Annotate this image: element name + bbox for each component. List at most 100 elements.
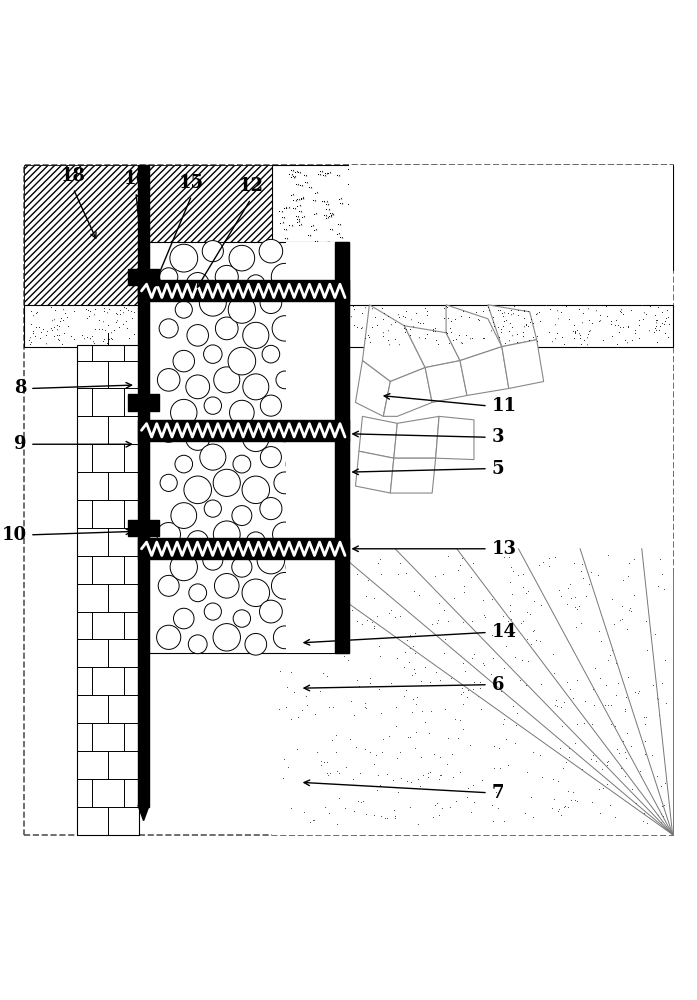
Bar <box>286 242 348 653</box>
Text: 14: 14 <box>491 623 516 641</box>
Text: 11: 11 <box>491 397 516 415</box>
Polygon shape <box>355 451 394 493</box>
Bar <box>77 345 139 835</box>
Circle shape <box>305 583 323 602</box>
Polygon shape <box>404 326 460 368</box>
Circle shape <box>187 325 208 346</box>
Bar <box>272 165 446 270</box>
Circle shape <box>291 404 309 421</box>
Circle shape <box>274 472 296 494</box>
Bar <box>335 242 348 653</box>
Circle shape <box>158 575 179 596</box>
Text: 13: 13 <box>491 540 516 558</box>
Text: 15: 15 <box>179 174 204 192</box>
Circle shape <box>233 610 251 627</box>
Circle shape <box>315 340 343 368</box>
Circle shape <box>305 326 323 345</box>
Circle shape <box>188 635 207 654</box>
Circle shape <box>245 633 267 655</box>
Circle shape <box>260 498 282 520</box>
Circle shape <box>289 504 311 527</box>
Circle shape <box>228 347 256 375</box>
Circle shape <box>300 270 328 297</box>
Circle shape <box>160 268 178 286</box>
Bar <box>446 165 673 305</box>
Circle shape <box>319 551 339 570</box>
Bar <box>138 165 149 807</box>
Circle shape <box>243 425 269 452</box>
Circle shape <box>262 345 279 363</box>
Circle shape <box>215 317 238 340</box>
Circle shape <box>187 531 208 552</box>
Circle shape <box>204 500 222 517</box>
Circle shape <box>260 292 282 314</box>
Circle shape <box>213 624 240 651</box>
Circle shape <box>199 289 227 316</box>
Text: 3: 3 <box>491 428 504 446</box>
Circle shape <box>273 626 296 649</box>
Circle shape <box>160 474 177 491</box>
Circle shape <box>242 476 270 504</box>
Circle shape <box>247 275 265 293</box>
Bar <box>149 269 159 285</box>
Circle shape <box>316 392 342 419</box>
Circle shape <box>171 399 197 426</box>
Circle shape <box>275 421 296 442</box>
Circle shape <box>202 241 224 262</box>
Polygon shape <box>446 305 502 361</box>
Circle shape <box>213 521 240 548</box>
Text: 7: 7 <box>491 784 504 802</box>
Bar <box>272 549 673 835</box>
Polygon shape <box>488 305 537 347</box>
Circle shape <box>291 352 309 370</box>
Circle shape <box>189 584 206 602</box>
Circle shape <box>291 609 309 628</box>
Circle shape <box>158 369 180 391</box>
Text: 18: 18 <box>61 167 86 185</box>
Circle shape <box>204 603 222 620</box>
Circle shape <box>170 553 197 581</box>
Bar <box>138 538 348 559</box>
Text: 6: 6 <box>491 676 504 694</box>
Polygon shape <box>502 340 544 388</box>
Circle shape <box>305 532 323 551</box>
Circle shape <box>174 608 194 629</box>
Circle shape <box>259 239 283 263</box>
Circle shape <box>261 395 282 416</box>
Circle shape <box>175 301 192 318</box>
Bar <box>128 394 138 411</box>
Polygon shape <box>460 347 509 395</box>
Circle shape <box>289 247 312 270</box>
Circle shape <box>289 298 312 321</box>
Circle shape <box>170 244 198 272</box>
Bar <box>138 420 348 441</box>
Circle shape <box>185 426 210 450</box>
Circle shape <box>159 319 178 338</box>
Circle shape <box>158 420 180 442</box>
Circle shape <box>243 322 269 348</box>
Bar <box>149 394 159 411</box>
Circle shape <box>259 600 282 623</box>
Circle shape <box>317 600 341 623</box>
Circle shape <box>320 242 338 260</box>
Circle shape <box>242 579 270 607</box>
Bar <box>128 520 138 536</box>
Circle shape <box>171 503 197 528</box>
Circle shape <box>186 375 210 399</box>
Circle shape <box>257 546 284 574</box>
Polygon shape <box>446 165 673 270</box>
Circle shape <box>286 450 314 478</box>
Text: 9: 9 <box>14 435 26 453</box>
Circle shape <box>217 422 236 440</box>
Text: 8: 8 <box>14 379 26 397</box>
Circle shape <box>215 265 238 288</box>
Polygon shape <box>359 416 397 458</box>
Polygon shape <box>390 458 436 493</box>
Circle shape <box>286 553 314 581</box>
Circle shape <box>232 557 252 577</box>
Circle shape <box>184 476 211 504</box>
Circle shape <box>214 367 240 393</box>
Bar <box>138 280 348 301</box>
Text: 16: 16 <box>123 170 148 188</box>
Circle shape <box>157 523 181 546</box>
